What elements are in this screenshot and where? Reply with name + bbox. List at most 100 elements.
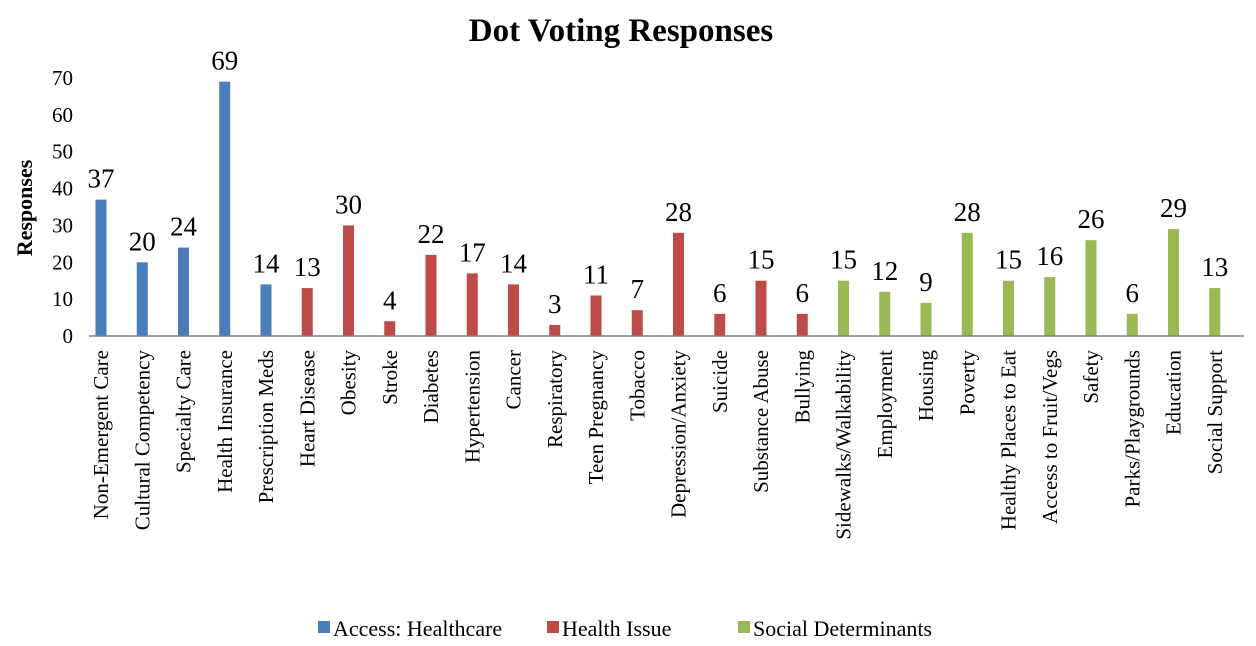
x-tick-label-safety: Safety [1079,350,1103,404]
bar-diabetes [425,254,437,336]
data-label-cancer: 14 [500,248,528,278]
legend-swatch-access-healthcare [318,621,330,633]
bar-specialty-care [178,247,189,336]
legend-swatch-health-issue [547,621,559,633]
data-label-stroke: 4 [383,285,397,315]
bar-education [1168,229,1179,336]
x-tick-label-hypertension: Hypertension [460,350,484,464]
legend-label-access-healthcare: Access: Healthcare [333,616,502,641]
bar-access-to-fruit-vegs [1044,277,1056,336]
x-tick-label-social-support: Social Support [1203,350,1227,474]
x-tick-label-non-emergent-care: Non-Emergent Care [89,350,113,519]
bar-suicide [714,313,726,336]
data-label-social-support: 13 [1201,252,1228,282]
x-tick-label-stroke: Stroke [378,350,402,405]
data-label-respiratory: 3 [548,289,562,319]
y-tick-label: 40 [52,177,73,201]
x-tick-label-access-to-fruit-vegs: Access to Fruit/Vegs [1038,350,1062,524]
data-labels: 37 20 24 69 14 13 30 4 22 17 14 3 11 7 28 6 15 6 15 12 9 28 15… [88,46,1229,319]
data-label-sidewalks-walkability: 15 [830,245,857,275]
bar-teen-pregnancy [590,295,602,336]
bar-bullying [796,313,808,336]
data-label-parks-playgrounds: 6 [1126,278,1140,308]
bar-stroke [384,321,396,336]
bar-substance-abuse [755,280,767,336]
x-tick-label-employment: Employment [873,350,897,459]
bar-hypertension [466,273,478,336]
bar-heart-disease [301,288,313,336]
data-label-obesity: 30 [335,189,362,219]
data-label-safety: 26 [1078,204,1105,234]
x-tick-label-cultural-competency: Cultural Competency [130,350,154,531]
data-label-bullying: 6 [796,278,810,308]
bar-cancer [508,284,519,336]
x-tick-label-housing: Housing [914,350,938,422]
x-tick-label-prescription-meds: Prescription Meds [254,350,278,503]
bar-housing [920,302,932,336]
bar-non-emergent-care [95,199,107,336]
bar-tobacco [631,310,643,336]
chart-title: Dot Voting Responses [469,13,774,49]
x-tick-label-education: Education [1162,350,1186,436]
data-label-non-emergent-care: 37 [88,164,115,194]
x-tick-label-health-insurance: Health Insurance [213,350,237,493]
x-tick-label-suicide: Suicide [708,350,732,413]
x-tick-label-depression-anxiety: Depression/Anxiety [667,350,691,518]
data-label-education: 29 [1160,193,1187,223]
data-label-housing: 9 [919,267,933,297]
data-label-cultural-competency: 20 [129,226,156,256]
x-tick-label-tobacco: Tobacco [625,350,649,421]
bar-health-insurance [219,81,231,336]
y-tick-label: 30 [52,213,73,237]
data-label-access-to-fruit-vegs: 16 [1036,241,1063,271]
y-tick-label: 50 [52,140,73,164]
bars [95,81,1221,336]
x-tick-label-sidewalks-walkability: Sidewalks/Walkability [832,350,856,540]
bar-depression-anxiety [673,232,684,336]
data-label-diabetes: 22 [418,219,445,249]
data-label-healthy-places-to-eat: 15 [995,245,1022,275]
x-tick-label-healthy-places-to-eat: Healthy Places to Eat [997,350,1021,530]
legend: Access: Healthcare Health Issue Social Det… [318,616,932,641]
x-tick-label-substance-abuse: Substance Abuse [749,350,773,493]
x-tick-label-bullying: Bullying [790,350,814,424]
x-tick-label-respiratory: Respiratory [543,350,567,448]
y-axis-label: Responses [12,159,37,256]
x-tick-label-cancer: Cancer [502,350,526,409]
data-label-teen-pregnancy: 11 [583,259,609,289]
x-tick-label-heart-disease: Heart Disease [295,350,319,467]
x-tick-label-poverty: Poverty [955,350,979,416]
bar-prescription-meds [260,284,272,336]
bar-employment [879,291,891,336]
bar-social-support [1209,288,1221,336]
y-axis-ticks: 0 10 20 30 40 50 60 70 [52,66,73,348]
legend-swatch-social-determinants [738,621,750,633]
bar-safety [1085,240,1097,336]
y-tick-label: 10 [52,287,73,311]
data-label-prescription-meds: 14 [253,248,281,278]
bar-cultural-competency [136,262,148,336]
data-label-health-insurance: 69 [211,46,238,76]
bar-parks-playgrounds [1126,313,1138,336]
data-label-suicide: 6 [713,278,727,308]
data-label-depression-anxiety: 28 [665,197,692,227]
x-tick-label-obesity: Obesity [337,350,361,416]
x-tick-label-parks-playgrounds: Parks/Playgrounds [1120,350,1144,508]
x-axis-labels: Non-Emergent Care Cultural Competency Spec… [89,350,1227,540]
x-tick-label-teen-pregnancy: Teen Pregnancy [584,350,608,485]
bar-respiratory [549,324,561,336]
data-label-substance-abuse: 15 [748,245,775,275]
y-tick-label: 70 [52,66,73,90]
x-tick-label-specialty-care: Specialty Care [172,350,196,473]
bar-obesity [343,225,354,336]
legend-label-health-issue: Health Issue [562,616,671,641]
bar-sidewalks-walkability [838,280,849,336]
data-label-tobacco: 7 [631,274,645,304]
legend-label-social-determinants: Social Determinants [753,616,932,641]
y-tick-label: 60 [52,103,73,127]
data-label-heart-disease: 13 [294,252,321,282]
data-label-poverty: 28 [954,197,981,227]
data-label-hypertension: 17 [459,237,486,267]
